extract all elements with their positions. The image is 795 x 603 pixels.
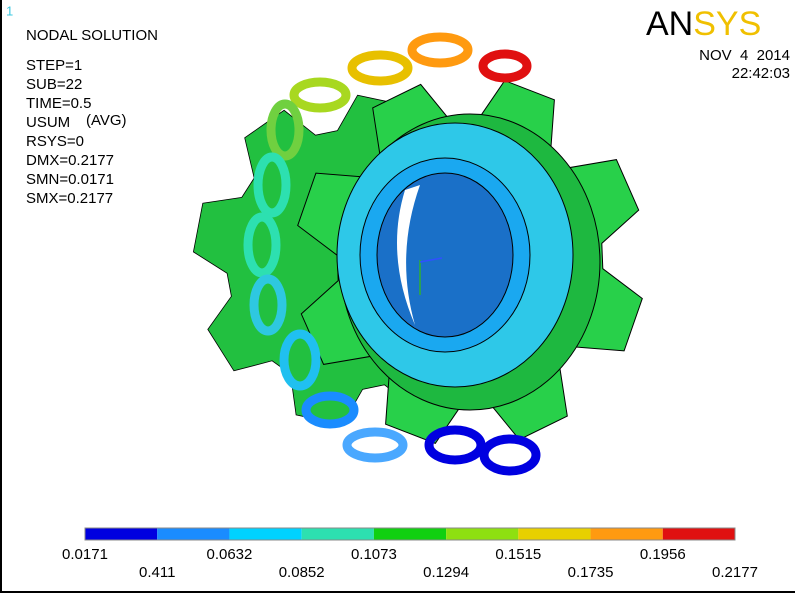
legend-swatch xyxy=(518,528,590,540)
legend-swatch xyxy=(229,528,301,540)
bore xyxy=(377,173,513,337)
logo-right: SYS xyxy=(693,5,761,43)
legend-swatch xyxy=(157,528,229,540)
legend-label: 0.2177 xyxy=(712,564,758,581)
legend-label: 0.1515 xyxy=(495,546,541,563)
info-line: TIME=0.5 xyxy=(26,95,91,112)
legend-swatch xyxy=(663,528,735,540)
logo-left: AN xyxy=(646,5,693,43)
window-number: 1 xyxy=(6,3,13,18)
logo: ANSYS xyxy=(646,5,761,43)
title: NODAL SOLUTION xyxy=(26,27,158,44)
legend-swatch xyxy=(446,528,518,540)
legend-swatch xyxy=(302,528,374,540)
info-line: SMX=0.2177 xyxy=(26,190,113,207)
legend-label: 0.1735 xyxy=(568,564,614,581)
date: NOV 4 2014 xyxy=(699,47,790,64)
legend-label: 0.1073 xyxy=(351,546,397,563)
legend-swatch xyxy=(85,528,157,540)
info-line: DMX=0.2177 xyxy=(26,152,114,169)
info-line: STEP=1 xyxy=(26,57,82,74)
info-line: RSYS=0 xyxy=(26,133,84,150)
legend-label: 0.1294 xyxy=(423,564,469,581)
legend-label: 0.411 xyxy=(139,564,175,581)
legend-label: 0.1956 xyxy=(640,546,686,563)
legend-label: 0.0171 xyxy=(62,546,108,563)
time: 22:42:03 xyxy=(732,65,790,82)
legend-swatch xyxy=(374,528,446,540)
averaging: (AVG) xyxy=(86,112,127,129)
info-line: SMN=0.0171 xyxy=(26,171,114,188)
ansys-window: 1 NODAL SOLUTION STEP=1 SUB=22 TIME=0.5 USU… xyxy=(0,0,795,603)
legend-swatch xyxy=(591,528,663,540)
result-name: USUM xyxy=(26,114,70,131)
legend-label: 0.0632 xyxy=(206,546,252,563)
info-line: SUB=22 xyxy=(26,76,82,93)
legend-label: 0.0852 xyxy=(279,564,325,581)
